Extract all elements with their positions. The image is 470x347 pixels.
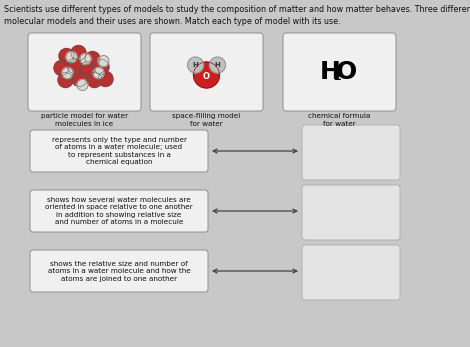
- Text: 2: 2: [334, 72, 341, 82]
- Text: represents only the type and number
of atoms in a water molecule; used
to repres: represents only the type and number of a…: [52, 137, 187, 165]
- Circle shape: [80, 53, 91, 65]
- Text: chemical formula
for water: chemical formula for water: [308, 113, 371, 127]
- Circle shape: [87, 73, 102, 87]
- Circle shape: [80, 61, 95, 76]
- FancyBboxPatch shape: [283, 33, 396, 111]
- Text: particle model for water
molecules in ice: particle model for water molecules in ic…: [41, 113, 128, 127]
- Circle shape: [54, 60, 69, 76]
- Text: shows the relative size and number of
atoms in a water molecule and how the
atom: shows the relative size and number of at…: [47, 261, 190, 281]
- Circle shape: [77, 79, 88, 91]
- Circle shape: [188, 57, 204, 73]
- Circle shape: [71, 45, 86, 60]
- FancyBboxPatch shape: [150, 33, 263, 111]
- Text: H: H: [193, 62, 198, 68]
- Text: O: O: [336, 60, 357, 84]
- FancyBboxPatch shape: [30, 190, 208, 232]
- Text: O: O: [203, 71, 210, 81]
- Circle shape: [98, 71, 113, 86]
- Circle shape: [72, 71, 87, 86]
- FancyBboxPatch shape: [30, 130, 208, 172]
- Circle shape: [94, 59, 109, 75]
- Circle shape: [66, 51, 77, 62]
- Circle shape: [59, 49, 74, 64]
- Text: H: H: [320, 60, 341, 84]
- Text: space-filling model
for water: space-filling model for water: [172, 113, 241, 127]
- FancyBboxPatch shape: [302, 245, 400, 300]
- Circle shape: [62, 68, 73, 78]
- Text: shows how several water molecules are
oriented in space relative to one another
: shows how several water molecules are or…: [45, 197, 193, 225]
- Circle shape: [93, 68, 104, 78]
- Circle shape: [67, 59, 82, 74]
- Text: H: H: [215, 62, 220, 68]
- Text: Scientists use different types of models to study the composition of matter and : Scientists use different types of models…: [4, 5, 470, 26]
- Circle shape: [194, 62, 219, 88]
- FancyBboxPatch shape: [302, 125, 400, 180]
- Circle shape: [58, 73, 73, 87]
- FancyBboxPatch shape: [28, 33, 141, 111]
- Circle shape: [98, 56, 109, 67]
- FancyBboxPatch shape: [302, 185, 400, 240]
- FancyBboxPatch shape: [30, 250, 208, 292]
- Circle shape: [85, 51, 100, 67]
- Circle shape: [210, 57, 226, 73]
